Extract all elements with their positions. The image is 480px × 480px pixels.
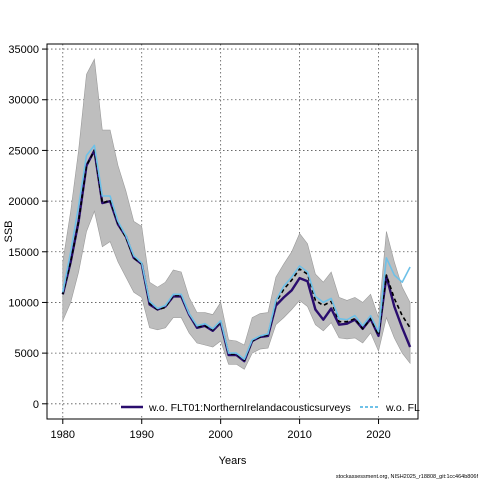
y-tick-label-35000: 35000 bbox=[8, 44, 39, 56]
band-layer bbox=[62, 58, 411, 370]
y-tick-label-30000: 30000 bbox=[8, 95, 39, 107]
series-line-fit-without-fl bbox=[62, 144, 411, 361]
y-tick-label-10000: 10000 bbox=[8, 297, 39, 309]
y-axis-title: SSB bbox=[3, 220, 15, 242]
x-axis-title: Years bbox=[219, 455, 247, 467]
x-tick-label-1980: 1980 bbox=[51, 429, 75, 441]
x-tick-label-2010: 2010 bbox=[287, 429, 311, 441]
y-tick-label-5000: 5000 bbox=[15, 348, 39, 360]
legend-background bbox=[120, 399, 417, 414]
y-tick-label-25000: 25000 bbox=[8, 145, 39, 157]
tick-layer: 1980 1990 2000 2010 2020 0 5000 10000 15000 20000… bbox=[8, 44, 390, 441]
y-tick-label-0: 0 bbox=[33, 399, 39, 411]
series-line-base bbox=[62, 149, 411, 362]
y-tick-label-20000: 20000 bbox=[8, 196, 39, 208]
x-tick-label-1990: 1990 bbox=[129, 429, 153, 441]
footer-text: stockassessment.org, NISH2025_r18808_git… bbox=[336, 474, 479, 480]
x-tick-label-2020: 2020 bbox=[366, 429, 390, 441]
legend-label-fit-without-fleet: w.o. FLT01:NorthernIrelandacousticsurvey… bbox=[148, 402, 351, 414]
y-tick-label-15000: 15000 bbox=[8, 247, 39, 259]
series-layer bbox=[61, 144, 412, 363]
plot-frame bbox=[46, 43, 419, 420]
x-tick-label-2000: 2000 bbox=[208, 429, 232, 441]
legend: w.o. FLT01:NorthernIrelandacousticsurvey… bbox=[120, 399, 420, 414]
confidence-band bbox=[62, 58, 411, 370]
legend-label-fit-without-fl: w.o. FL bbox=[385, 402, 420, 414]
